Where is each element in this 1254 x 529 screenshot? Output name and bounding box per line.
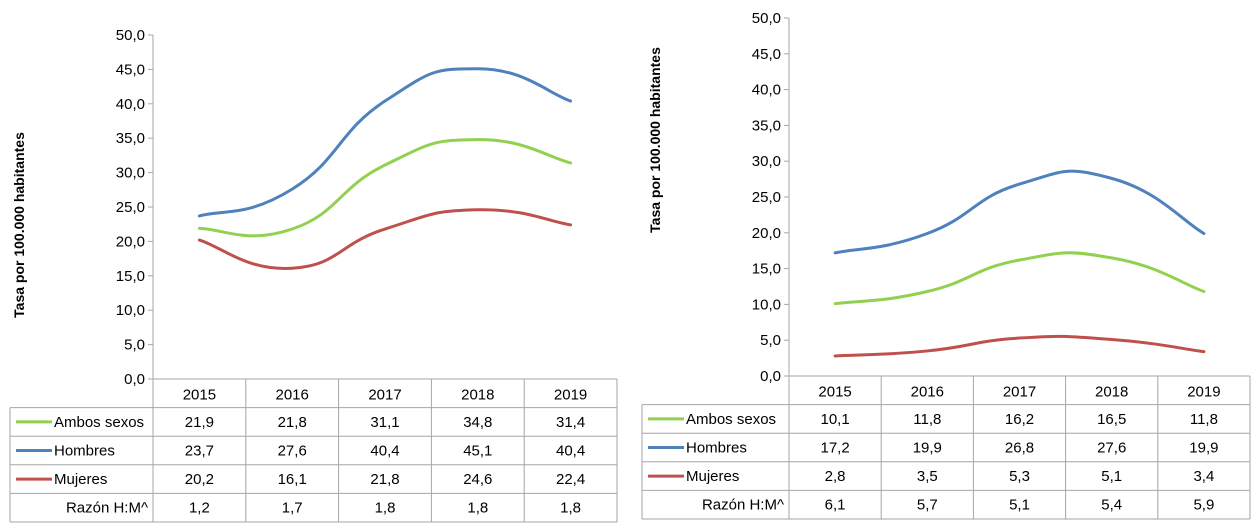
data-label: 16,1	[278, 471, 307, 488]
data-label: 22,4	[556, 471, 585, 488]
x-tick-label: 2017	[1003, 383, 1036, 400]
legend-entry: Mujeres	[686, 468, 739, 485]
data-label: 3,4	[1193, 468, 1214, 485]
y-tick-label: 0,0	[124, 371, 145, 388]
y-tick-label: 10,0	[116, 302, 145, 319]
data-label: 31,4	[556, 414, 585, 431]
x-tick-label: 2016	[276, 386, 309, 403]
x-tick-label: 2017	[368, 386, 401, 403]
y-tick-label: 5,0	[124, 337, 145, 354]
y-tick-label: 20,0	[752, 225, 781, 242]
y-tick-label: 25,0	[752, 189, 781, 206]
y-tick-label: 50,0	[116, 27, 145, 44]
data-label: 23,7	[185, 443, 214, 460]
series-line-ambos-sexos	[833, 251, 1206, 306]
y-tick-label: 30,0	[116, 165, 145, 182]
series-line-hombres	[197, 67, 573, 218]
x-tick-label: 2016	[911, 383, 944, 400]
data-label: 5,1	[1101, 468, 1122, 485]
data-label: 40,4	[556, 443, 585, 460]
y-tick-label: 0,0	[760, 368, 781, 385]
data-label: 21,8	[278, 414, 307, 431]
data-label: 17,2	[820, 440, 849, 457]
y-tick-label: 15,0	[116, 268, 145, 285]
series-line-mujeres	[197, 208, 573, 270]
legend-entry: Mujeres	[54, 471, 107, 488]
data-label: 31,1	[370, 414, 399, 431]
y-tick-label: 5,0	[760, 332, 781, 349]
ratio-value: 1,7	[282, 500, 303, 517]
ratio-row-label: Razón H:M^	[702, 497, 784, 514]
data-label: 20,2	[185, 471, 214, 488]
y-tick-label: 25,0	[116, 199, 145, 216]
ratio-value: 5,9	[1193, 497, 1214, 514]
y-tick-label: 50,0	[752, 10, 781, 27]
data-label: 40,4	[370, 443, 399, 460]
x-tick-label: 2019	[1187, 383, 1220, 400]
x-tick-label: 2018	[1095, 383, 1128, 400]
y-tick-label: 20,0	[116, 233, 145, 250]
ratio-value: 1,8	[560, 500, 581, 517]
data-label: 10,1	[820, 411, 849, 428]
x-tick-label: 2019	[554, 386, 587, 403]
data-label: 16,2	[1005, 411, 1034, 428]
data-label: 34,8	[463, 414, 492, 431]
x-tick-label: 2015	[818, 383, 851, 400]
data-label: 19,9	[1189, 440, 1218, 457]
y-tick-label: 35,0	[752, 117, 781, 134]
y-axis-title: Tasa por 100.000 habitantes	[11, 132, 27, 318]
data-table: 2015 2016 2017 2018 2019 Ambos sexos 10,1 11,8 1…	[641, 375, 1251, 520]
data-label: 5,3	[1009, 468, 1030, 485]
legend-entry: Ambos sexos	[54, 414, 144, 431]
data-label: 16,5	[1097, 411, 1126, 428]
data-label: 11,8	[913, 411, 941, 428]
chart-panel-2: 0,0 5,0 10,0 15,0 20,0 25,0 30,0 35,0 40,0 45,0 50…	[641, 10, 1251, 520]
data-label: 11,8	[1190, 411, 1218, 428]
ratio-value: 5,7	[917, 497, 938, 514]
legend-entry: Hombres	[686, 440, 747, 457]
data-label: 24,6	[463, 471, 492, 488]
y-tick-label: 45,0	[116, 61, 145, 78]
ratio-value: 1,8	[375, 500, 396, 517]
y-tick-label: 30,0	[752, 153, 781, 170]
chart-panel-1: 0,0 5,0 10,0 15,0 20,0 25,0 30,0 35,0 40,0 45,0 50…	[9, 27, 618, 523]
ratio-value: 1,8	[467, 500, 488, 517]
series-line-hombres	[833, 169, 1206, 255]
data-label: 26,8	[1005, 440, 1034, 457]
series-line-ambos-sexos	[197, 138, 573, 238]
y-tick-label: 35,0	[116, 130, 145, 147]
y-tick-label: 10,0	[752, 296, 781, 313]
ratio-value: 6,1	[825, 497, 846, 514]
series-line-mujeres	[833, 334, 1206, 358]
data-label: 21,9	[185, 414, 214, 431]
x-tick-label: 2015	[183, 386, 216, 403]
data-table: 2015 2016 2017 2018 2019 Ambos sexos 21,9 21,8 3…	[9, 378, 618, 523]
data-label: 2,8	[825, 468, 846, 485]
ratio-value: 5,1	[1009, 497, 1030, 514]
data-label: 21,8	[370, 471, 399, 488]
y-axis-title: Tasa por 100.000 habitantes	[647, 47, 663, 233]
data-label: 45,1	[463, 443, 492, 460]
y-tick-label: 40,0	[116, 96, 145, 113]
data-label: 19,9	[913, 440, 942, 457]
ratio-value: 1,2	[189, 500, 210, 517]
y-tick-label: 40,0	[752, 82, 781, 99]
legend-entry: Ambos sexos	[686, 411, 776, 428]
data-label: 3,5	[917, 468, 938, 485]
x-tick-label: 2018	[461, 386, 494, 403]
legend-entry: Hombres	[54, 443, 115, 460]
ratio-value: 5,4	[1101, 497, 1122, 514]
data-label: 27,6	[278, 443, 307, 460]
data-label: 27,6	[1097, 440, 1126, 457]
y-tick-label: 45,0	[752, 46, 781, 63]
y-tick-label: 15,0	[752, 261, 781, 278]
ratio-row-label: Razón H:M^	[66, 500, 148, 517]
